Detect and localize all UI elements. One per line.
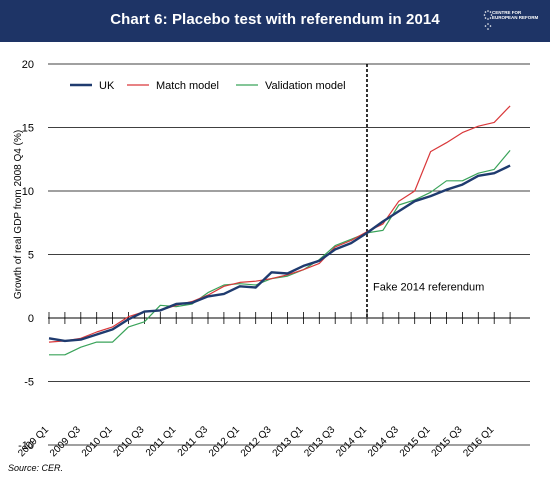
chart-header: Chart 6: Placebo test with referendum in… (0, 0, 550, 42)
chart-title: Chart 6: Placebo test with referendum in… (110, 11, 440, 28)
cer-logo-icon (483, 10, 493, 30)
grid-lines (48, 63, 530, 446)
legend-label: Validation model (265, 80, 346, 92)
x-tick-label: 2010 Q1 (80, 424, 115, 459)
y-tick-label: -5 (24, 377, 34, 389)
x-tick-label: 2015 Q3 (430, 424, 465, 459)
x-tick-label: 2011 Q3 (176, 424, 211, 459)
y-tick-label: 10 (22, 186, 34, 198)
x-tick-label: 2013 Q3 (302, 424, 337, 459)
x-tick-label: 2012 Q3 (239, 424, 274, 459)
series-line-1 (48, 105, 511, 343)
y-tick-label: 5 (28, 250, 34, 262)
x-tick-label: 2009 Q3 (48, 424, 83, 459)
y-tick-label: 20 (22, 59, 34, 71)
x-tick-label: 2014 Q3 (366, 424, 401, 459)
x-tick-label: 2016 Q1 (461, 424, 496, 459)
y-tick-label: -10 (18, 440, 34, 452)
y-tick-label: 0 (28, 313, 34, 325)
series-lines (48, 105, 511, 356)
cer-logo-text: CENTRE FOR EUROPEAN REFORM (492, 10, 539, 20)
y-tick-label: 15 (22, 123, 34, 135)
legend-label: UK (99, 80, 115, 92)
x-tick-label: 2014 Q1 (334, 424, 369, 459)
series-line-2 (49, 150, 511, 356)
x-tick-label: 2013 Q1 (271, 424, 306, 459)
y-tick-labels: -10 -5 0 5 10 15 20 (18, 59, 34, 452)
source-note: Source: CER. (8, 463, 64, 473)
x-axis (48, 312, 530, 324)
x-tick-label: 2011 Q1 (144, 424, 179, 459)
x-tick-label: 2012 Q1 (207, 424, 242, 459)
referendum-annotation: Fake 2014 referendum (373, 281, 484, 293)
y-axis-label: Growth of real GDP from 2008 Q4 (%) (13, 130, 24, 299)
x-tick-label: 2015 Q1 (398, 424, 433, 459)
series-line-0 (48, 164, 511, 343)
legend: UK Match model Validation model (70, 80, 346, 92)
legend-label: Match model (156, 80, 219, 92)
x-tick-label: 2010 Q3 (112, 424, 147, 459)
